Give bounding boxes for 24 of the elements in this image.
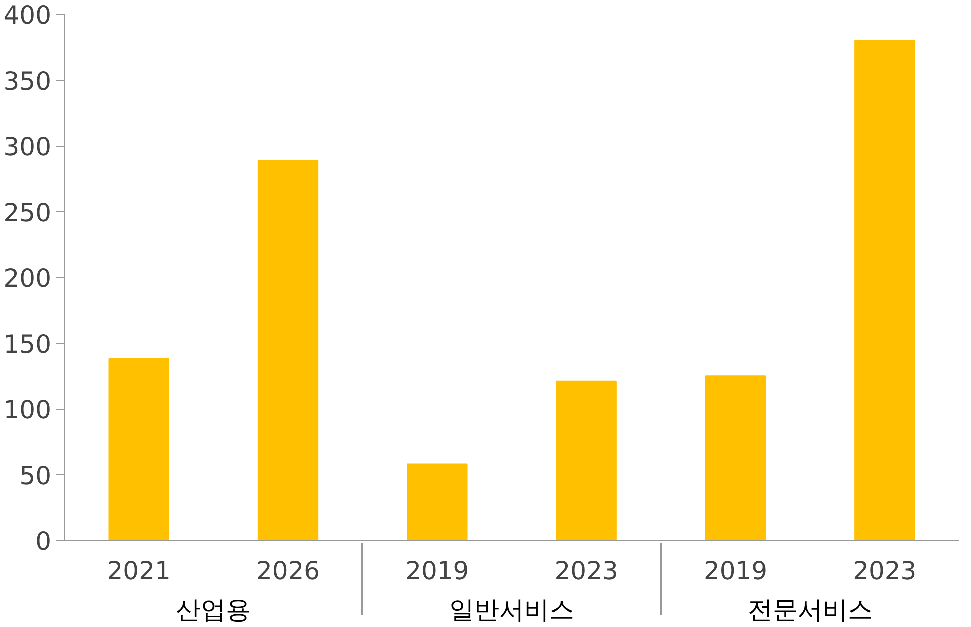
y-tick-label: 100 [4,396,52,424]
text: 전문서비스 [748,596,873,624]
bar [108,358,170,540]
bar [258,160,319,540]
y-tick-label: 0 [36,527,52,556]
y-tick-label: 300 [4,132,52,162]
text: 일반서비스 [450,596,574,624]
y-tick-label: 250 [4,198,52,228]
x-tick-label: 2023 [554,556,618,586]
x-tick-label: 2023 [853,556,917,586]
y-tick-label: 150 [4,330,52,359]
bar [854,40,916,540]
x-tick-label: 2026 [256,556,320,586]
bar [705,376,766,540]
y-tick-label: 50 [20,461,52,490]
x-tick-label: 2019 [704,556,768,586]
bar [407,464,468,540]
y-tick-label: 400 [4,1,52,30]
text: 산업용 [176,596,252,624]
x-tick-label: 2019 [406,556,470,586]
bar [556,380,617,540]
y-tick-label: 200 [4,264,52,293]
y-tick-label: 350 [4,66,52,96]
x-tick-label: 2021 [107,556,171,586]
